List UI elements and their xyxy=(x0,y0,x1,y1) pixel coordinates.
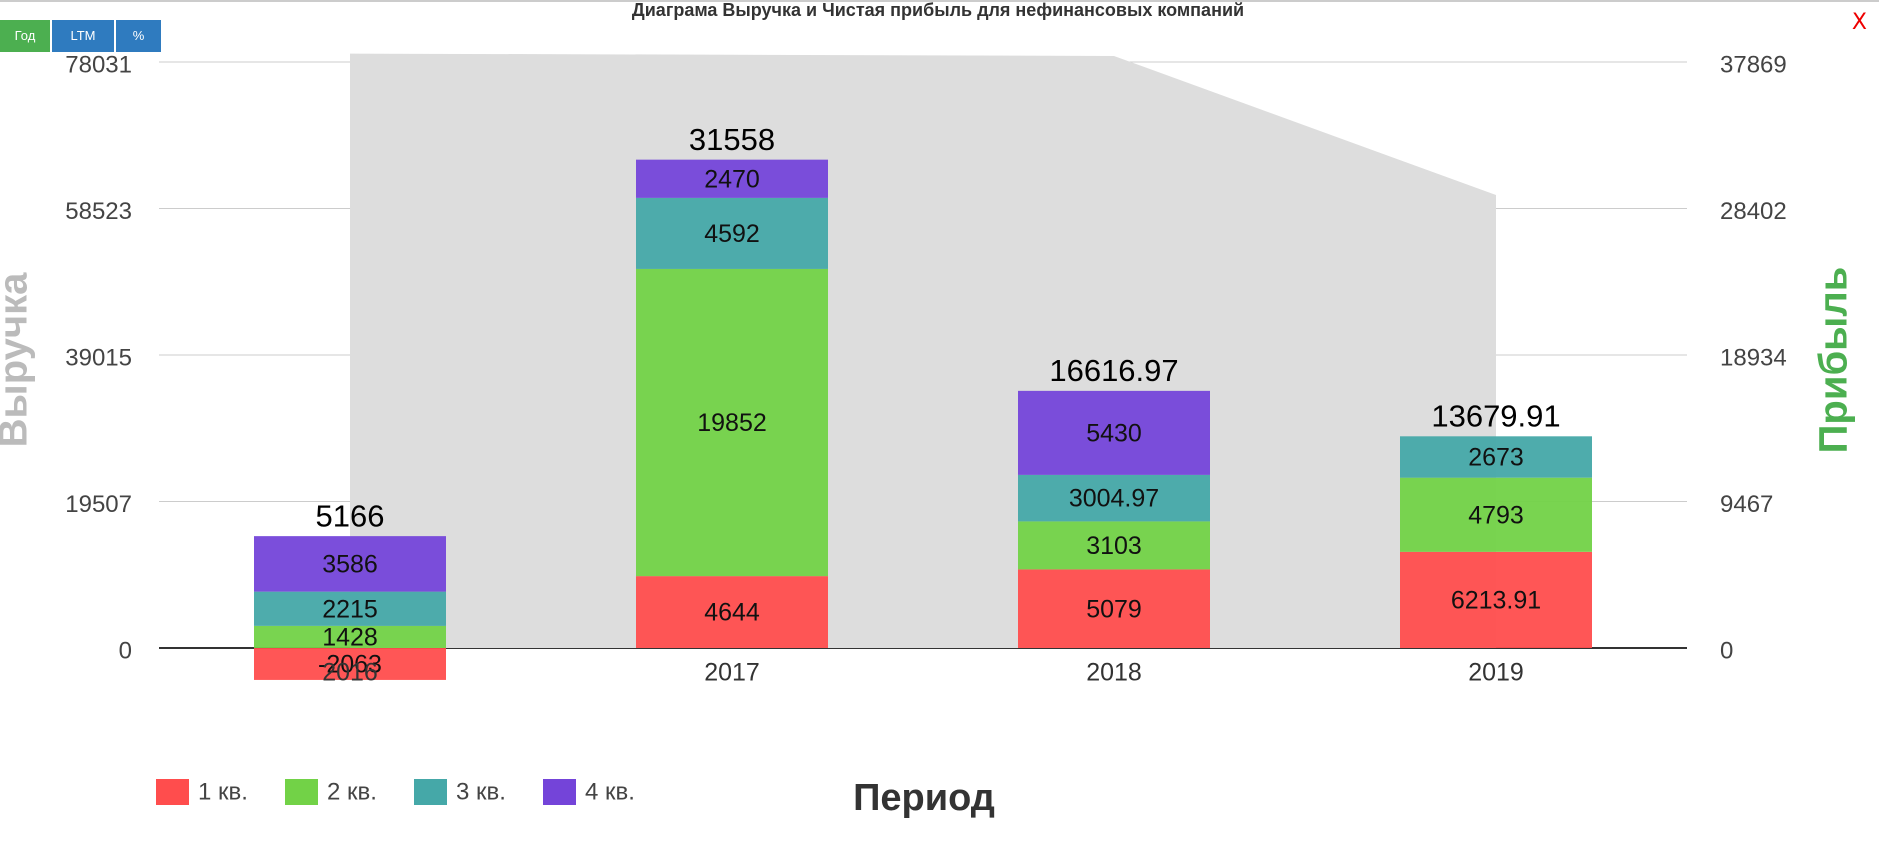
legend-swatch xyxy=(543,779,576,805)
data-label: 3103 xyxy=(1086,532,1142,560)
data-label: 5079 xyxy=(1086,595,1142,623)
chart-title: Диаграма Выручка и Чистая прибыль для не… xyxy=(632,0,1244,20)
bar-segment xyxy=(1018,521,1210,570)
bar-segment xyxy=(254,536,446,592)
bar-segment xyxy=(1018,474,1210,522)
legend-swatch xyxy=(285,779,318,805)
y2-tick-label: 9467 xyxy=(1720,491,1773,518)
bar-segment xyxy=(1400,436,1592,478)
bar-segment xyxy=(636,159,828,198)
x-tick-label: 2016 xyxy=(322,659,378,687)
x-tick-label: 2018 xyxy=(1086,659,1142,687)
total-label: 16616.97 xyxy=(1049,353,1178,388)
data-label: 4592 xyxy=(704,220,760,248)
data-label: 3004.97 xyxy=(1069,485,1159,513)
percent-button[interactable]: % xyxy=(116,20,161,52)
y2-tick-label: 18934 xyxy=(1720,344,1787,371)
y2-axis-title: Прибыль xyxy=(1812,267,1856,454)
total-label: 13679.91 xyxy=(1431,398,1560,433)
legend-label: 3 кв. xyxy=(456,778,506,805)
close-button[interactable]: X xyxy=(1851,10,1867,35)
data-label: 1428 xyxy=(322,624,378,652)
bar-segment xyxy=(254,591,446,626)
y-tick-label: 0 xyxy=(119,637,132,664)
total-label: 31558 xyxy=(689,122,775,157)
bar-segment xyxy=(636,197,828,269)
data-label: 6213.91 xyxy=(1451,587,1541,615)
bar-segment xyxy=(1400,477,1592,552)
y2-tick-label: 37869 xyxy=(1720,51,1787,78)
legend-label: 1 кв. xyxy=(198,778,248,805)
y-axis-title: Выручка xyxy=(0,272,36,447)
data-label: 3586 xyxy=(322,550,378,578)
bar-segment xyxy=(254,625,446,648)
y-tick-label: 39015 xyxy=(65,344,132,371)
x-axis-title: Период xyxy=(853,777,995,819)
bar-segment xyxy=(636,268,828,577)
total-label: 5166 xyxy=(316,498,385,533)
legend-label: 4 кв. xyxy=(585,778,635,805)
ltm-button[interactable]: LTM xyxy=(52,20,114,52)
y-tick-label: 19507 xyxy=(65,491,132,518)
y-tick-label: 78031 xyxy=(65,51,132,78)
legend-label: 2 кв. xyxy=(327,778,377,805)
bar-segment xyxy=(1018,569,1210,648)
x-tick-label: 2019 xyxy=(1468,659,1524,687)
data-label: 2470 xyxy=(704,165,760,193)
y2-tick-label: 28402 xyxy=(1720,198,1787,225)
data-label: -2063 xyxy=(318,651,382,679)
bar-segment xyxy=(1400,551,1592,648)
bar-segment xyxy=(254,648,446,680)
legend-swatch xyxy=(414,779,447,805)
data-label: 5430 xyxy=(1086,419,1142,447)
x-tick-label: 2017 xyxy=(704,659,760,687)
year-button[interactable]: Год xyxy=(0,20,50,52)
bar-segment xyxy=(1018,390,1210,475)
y2-tick-label: 0 xyxy=(1720,637,1733,664)
data-label: 4793 xyxy=(1468,501,1524,529)
legend-swatch xyxy=(156,779,189,805)
data-label: 2673 xyxy=(1468,444,1524,472)
data-label: 4644 xyxy=(704,599,760,627)
top-border xyxy=(0,0,1879,2)
y-tick-label: 58523 xyxy=(65,198,132,225)
bar-segment xyxy=(636,576,828,648)
revenue-area xyxy=(350,53,1496,648)
data-label: 19852 xyxy=(697,409,767,437)
data-label: 2215 xyxy=(322,595,378,623)
